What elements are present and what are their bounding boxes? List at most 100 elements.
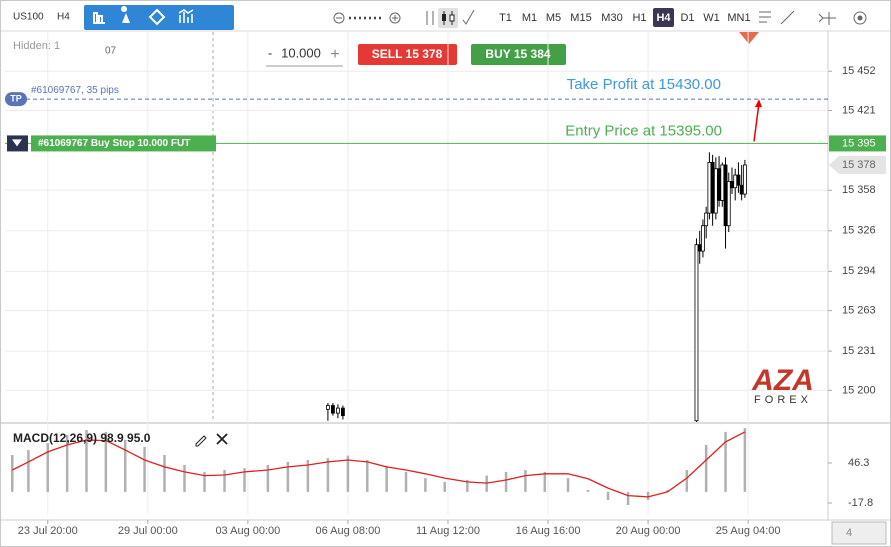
sell-price[interactable]: SELL 15 378: [372, 47, 443, 61]
timeframe-option[interactable]: M5: [546, 12, 561, 24]
candle-mode[interactable]: [438, 8, 458, 28]
timeframe-option[interactable]: H1: [632, 12, 646, 24]
timeframe-option[interactable]: M15: [570, 12, 591, 24]
current-price-label: 15 378: [842, 159, 876, 171]
zoom-controls: [333, 8, 475, 28]
candle-body: [733, 174, 738, 189]
y-tick-label: 15 200: [842, 384, 876, 396]
volume-minus[interactable]: -: [268, 45, 272, 60]
y-tick-label: 15 326: [842, 225, 876, 237]
zoom-value[interactable]: 4: [846, 527, 852, 539]
volume-plus[interactable]: +: [330, 46, 339, 63]
candle-body: [723, 164, 728, 227]
line-mode[interactable]: [462, 9, 475, 25]
watermark: AZA FOREX: [751, 364, 814, 406]
candle-body: [331, 405, 335, 414]
candle-body: [326, 405, 330, 410]
zoom-in[interactable]: [389, 12, 401, 24]
symbol[interactable]: US100: [13, 12, 44, 23]
candle-body: [694, 244, 699, 422]
corner-label: 07: [105, 46, 117, 57]
timeframe-option[interactable]: W1: [703, 12, 720, 24]
timeframe-option[interactable]: H4: [656, 12, 671, 24]
candle-icon: [442, 14, 446, 21]
buy-button[interactable]: [471, 44, 566, 65]
chart-type-icon[interactable]: [93, 12, 105, 24]
candle-body: [701, 225, 705, 252]
settings-icon[interactable]: [759, 11, 771, 23]
x-tick-label: 23 Jul 20:00: [18, 525, 78, 537]
candle-body: [710, 162, 715, 214]
candle-body: [697, 244, 702, 252]
entry-order-box[interactable]: [31, 135, 216, 152]
entry-price-label: 15 395: [842, 137, 876, 149]
tool-buttons: [84, 5, 234, 30]
timeframe-option[interactable]: M30: [601, 12, 622, 24]
scroll-marker[interactable]: [739, 32, 759, 44]
tp-arrow-head: [755, 99, 762, 108]
candle-body: [717, 168, 721, 201]
drawing-icon[interactable]: [148, 8, 166, 26]
y-tick-label: 15 263: [842, 304, 876, 316]
candle-body: [341, 407, 345, 417]
timeframe-option[interactable]: MN1: [727, 12, 750, 24]
x-tick-label: 11 Aug 12:00: [416, 525, 480, 537]
hidden-orders[interactable]: Hidden: 1: [13, 40, 60, 52]
candle-body: [713, 168, 718, 214]
x-tick-label: 16 Aug 16:00: [516, 525, 581, 537]
tool-button-group[interactable]: [84, 5, 234, 30]
x-tick-label: 20 Aug 00:00: [616, 525, 681, 537]
buy-price[interactable]: BUY 15 384: [485, 47, 550, 61]
zoom-out[interactable]: [333, 12, 345, 24]
x-tick-label: 25 Aug 04:00: [716, 525, 781, 537]
timeframe-option[interactable]: M1: [522, 12, 537, 24]
candle-body: [707, 162, 712, 214]
remove-indicator[interactable]: [216, 433, 228, 445]
candle-body: [726, 181, 731, 227]
timeframe-option[interactable]: T1: [499, 12, 512, 24]
sell-button[interactable]: [358, 44, 457, 65]
edit-indicator[interactable]: [195, 435, 207, 447]
right-tools: [759, 10, 867, 25]
tp-badge[interactable]: [5, 92, 27, 107]
candle-body: [742, 164, 747, 195]
zoom-select[interactable]: [831, 521, 887, 545]
y-tick-label: 15 231: [842, 345, 876, 357]
zoom-in-sign: [392, 15, 398, 21]
y-tick-label: -17.8: [848, 497, 873, 509]
tp-order-label: #61069767, 35 pips: [31, 85, 119, 96]
entry-price-tag: [829, 135, 886, 152]
candle-body: [739, 184, 744, 195]
objects-icon[interactable]: [178, 9, 194, 23]
tp-badge-text[interactable]: TP: [10, 93, 22, 103]
x-tick-label: 29 Jul 00:00: [118, 525, 178, 537]
candle-body: [730, 181, 734, 189]
y-tick-label: 15 358: [842, 184, 876, 196]
cursor-icon[interactable]: [426, 11, 434, 25]
timeframe-option[interactable]: D1: [680, 12, 694, 24]
active-timeframe[interactable]: [653, 8, 674, 27]
indicator-icon[interactable]: [121, 6, 130, 24]
timeframe[interactable]: H4: [57, 12, 70, 23]
more-icon[interactable]: [853, 11, 867, 25]
y-tick-label: 15 294: [842, 265, 876, 277]
x-tick-label: 03 Aug 00:00: [215, 525, 280, 537]
entry-annotation: Entry Price at 15395.00: [565, 122, 722, 139]
macd-signal-line: [12, 431, 746, 498]
candle-icon: [449, 14, 455, 22]
entry-order-label[interactable]: #61069767 Buy Stop 10.000 FUT: [38, 138, 190, 149]
candle-body: [720, 164, 725, 201]
y-tick-label: 46.3: [848, 457, 869, 469]
tp-arrow: [753, 103, 760, 142]
trendline-icon[interactable]: [780, 10, 795, 25]
candle-body: [704, 212, 709, 227]
x-tick-label: 06 Aug 08:00: [315, 525, 380, 537]
y-tick-label: 15 421: [842, 104, 876, 116]
crosshair-icon[interactable]: [818, 12, 836, 25]
y-tick-label: 15 452: [842, 65, 876, 77]
entry-icon-arrow: [12, 139, 22, 147]
volume[interactable]: 10.000: [281, 45, 321, 60]
